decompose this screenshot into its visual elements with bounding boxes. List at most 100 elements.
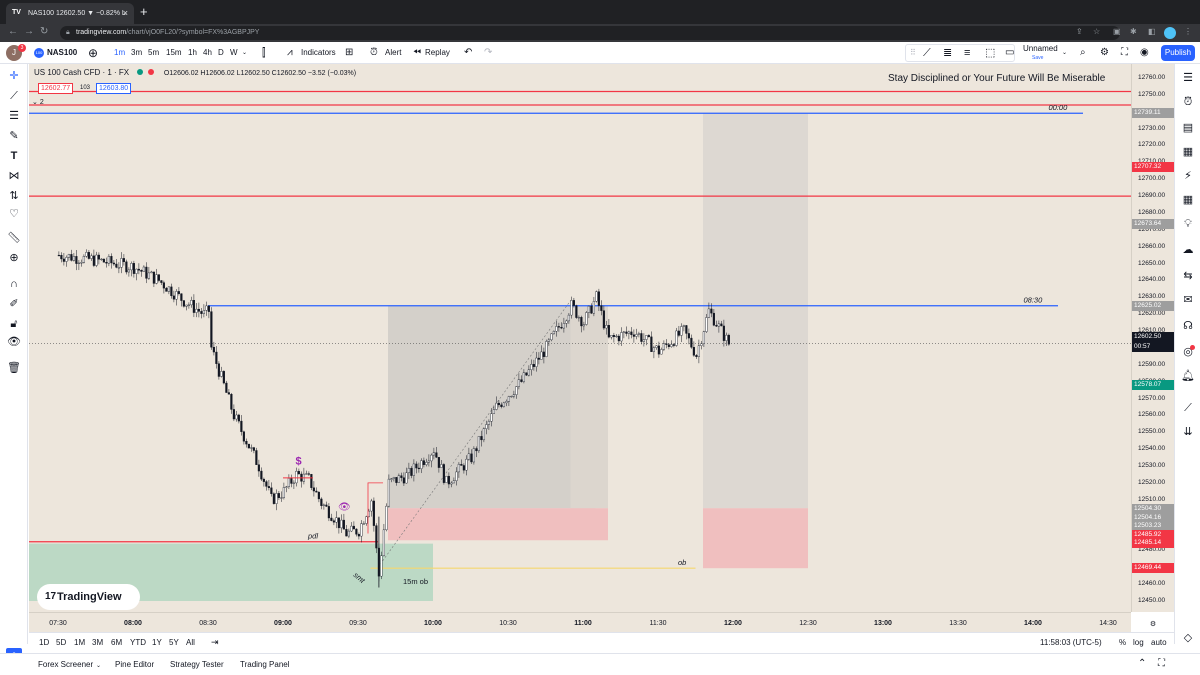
collapse-panel-icon[interactable]: ⌃: [1138, 658, 1147, 669]
dom-icon[interactable]: ⇊: [1183, 426, 1193, 438]
stay-in-drawing-mode-icon[interactable]: ✐: [9, 298, 19, 310]
settings-gear-icon[interactable]: ⚙: [1100, 47, 1109, 58]
price-axis-label[interactable]: 12673.64: [1132, 218, 1175, 229]
compare-add-icon[interactable]: ⊕: [88, 46, 99, 60]
data-window-icon[interactable]: ▤: [1182, 122, 1194, 134]
tab-strategy-tester[interactable]: Strategy Tester: [170, 660, 224, 669]
tab-forex-screener[interactable]: Forex Screener: [38, 660, 94, 669]
pattern-icon[interactable]: ⋈: [8, 170, 20, 182]
redo-icon[interactable]: ↷: [484, 47, 493, 58]
tab-pine-editor[interactable]: Pine Editor: [115, 660, 155, 669]
interval-3m[interactable]: 3m: [131, 48, 143, 57]
range-all[interactable]: All: [186, 638, 195, 647]
alert-button[interactable]: Alert: [385, 48, 402, 57]
price-axis-label[interactable]: 12625.02: [1132, 300, 1175, 311]
streams-icon[interactable]: ⇆: [1183, 270, 1193, 282]
lock-drawings-icon[interactable]: 🔓︎: [10, 318, 18, 330]
extension-icon[interactable]: ▣: [1113, 27, 1121, 36]
time-axis[interactable]: 07:30 08:00 08:30 09:00 09:30 10:00 10:30 11:00…: [29, 612, 1156, 632]
layout-save-status[interactable]: Save: [1032, 55, 1044, 61]
layout-dropdown-icon[interactable]: ⌄: [1062, 50, 1068, 56]
maximize-panel-icon[interactable]: ⛶: [1158, 658, 1165, 669]
camera-icon[interactable]: ◉: [1140, 47, 1149, 58]
browser-tab[interactable]: TV NAS100 12602.50 ▼ −0.82% L ×: [6, 3, 134, 24]
price-axis-label[interactable]: 12504.30: [1132, 504, 1175, 515]
back-icon[interactable]: ←: [8, 26, 18, 37]
interval-1m[interactable]: 1m: [114, 48, 126, 57]
replay-button[interactable]: Replay: [425, 48, 450, 57]
profile-avatar[interactable]: [1164, 27, 1176, 39]
interval-w[interactable]: W: [230, 48, 238, 57]
auto-toggle[interactable]: auto: [1151, 638, 1167, 647]
news-icon[interactable]: ▦: [1182, 146, 1194, 158]
candle-type-icon[interactable]: ⫿: [262, 47, 266, 59]
rectangle-favorite-icon[interactable]: ⬚: [985, 47, 996, 59]
price-axis-label[interactable]: 12503.23: [1132, 521, 1175, 532]
interval-dropdown-icon[interactable]: ⌄: [242, 50, 248, 56]
live-broadcast-icon[interactable]: ◎: [1183, 346, 1193, 358]
symbol-title[interactable]: US 100 Cash CFD · 1 · FX: [34, 68, 130, 77]
replay-icon[interactable]: ⏪︎: [413, 47, 421, 58]
interval-4h[interactable]: 4h: [203, 48, 212, 57]
log-toggle[interactable]: log: [1133, 638, 1144, 647]
calendar-icon[interactable]: ▦: [1182, 194, 1194, 206]
range-5y[interactable]: 5Y: [169, 638, 179, 647]
price-axis[interactable]: 12760.0012750.0012740.0012730.0012720.00…: [1131, 64, 1175, 612]
goto-date-icon[interactable]: ⇥: [211, 637, 219, 647]
range-1d[interactable]: 1D: [39, 638, 50, 647]
price-axis-label[interactable]: 12578.07: [1132, 379, 1175, 390]
ideas-bulb-icon[interactable]: 💡︎: [1184, 218, 1192, 230]
share-icon[interactable]: ⇪: [1076, 27, 1083, 36]
magnet-icon[interactable]: ∩: [10, 278, 18, 290]
trash-icon[interactable]: 🗑︎: [7, 362, 21, 374]
indicators-button[interactable]: Indicators: [301, 48, 336, 57]
price-axis-label[interactable]: 12739.11: [1132, 108, 1175, 119]
parallel-channel-favorite-icon[interactable]: ≣: [943, 47, 953, 59]
help-headset-icon[interactable]: ☊: [1183, 320, 1193, 332]
fib-retracement-icon[interactable]: ☰: [9, 110, 19, 122]
trendline-icon[interactable]: ⟋: [10, 90, 18, 102]
bookmark-star-icon[interactable]: ☆: [1093, 27, 1101, 36]
price-axis-label[interactable]: 00:57: [1132, 342, 1175, 353]
watchlist-icon[interactable]: ☰: [1183, 72, 1193, 84]
price-axis-label[interactable]: 12504.16: [1132, 512, 1175, 523]
price-axis-label[interactable]: 12707.32: [1132, 161, 1175, 172]
range-1y[interactable]: 1Y: [152, 638, 162, 647]
range-5d[interactable]: 5D: [56, 638, 67, 647]
brush-icon[interactable]: ✎: [9, 130, 19, 142]
timezone-clock[interactable]: 11:58:03 (UTC-5): [1040, 638, 1102, 647]
chart-canvas[interactable]: $ 👁︎ 00:00 08:30 pdl ob 15m ob smt: [29, 64, 1131, 612]
reload-icon[interactable]: ↻: [40, 26, 49, 37]
messages-icon[interactable]: ✉︎: [1183, 294, 1193, 306]
search-icon[interactable]: ⌕: [1080, 47, 1086, 58]
price-axis-label[interactable]: 12485.14: [1132, 538, 1175, 549]
range-6m[interactable]: 6M: [111, 638, 123, 647]
favorites-heart-icon[interactable]: ♡: [9, 208, 19, 220]
price-axis-label[interactable]: 12602.50: [1132, 331, 1175, 342]
fullscreen-icon[interactable]: ⛶: [1121, 47, 1128, 58]
templates-icon[interactable]: ⊞: [345, 47, 354, 58]
interval-1h[interactable]: 1h: [188, 48, 197, 57]
percent-toggle[interactable]: %: [1119, 638, 1127, 647]
range-1m[interactable]: 1M: [74, 638, 86, 647]
sidebar-icon[interactable]: ◧: [1148, 27, 1156, 36]
ruler-icon[interactable]: 📏︎: [7, 232, 21, 244]
publish-button[interactable]: Publish: [1161, 45, 1195, 61]
browser-menu-icon[interactable]: ⋮: [1184, 27, 1192, 36]
url-input[interactable]: 🔒︎ tradingview.com/chart/vjO0FL20/?symbo…: [60, 26, 1120, 40]
alert-icon[interactable]: ⏰︎: [370, 47, 378, 58]
interval-d[interactable]: D: [218, 48, 224, 57]
new-tab-icon[interactable]: +: [140, 4, 148, 19]
range-ytd[interactable]: YTD: [130, 638, 146, 647]
price-axis-label[interactable]: 12485.92: [1132, 529, 1175, 540]
text-tool-icon[interactable]: T: [10, 150, 18, 162]
fib-favorite-icon[interactable]: ≡: [964, 47, 971, 59]
layout-icon[interactable]: ▭: [1005, 47, 1015, 58]
screener-dropdown-icon[interactable]: ⌄: [96, 663, 102, 669]
indicators-icon[interactable]: ⩘: [287, 47, 293, 58]
zoom-in-icon[interactable]: ⊕: [9, 252, 19, 264]
notifications-bell-icon[interactable]: 🔔︎: [1181, 370, 1195, 382]
tab-trading-panel[interactable]: Trading Panel: [240, 660, 290, 669]
chats-icon[interactable]: ☁︎: [1182, 244, 1194, 256]
hide-drawings-eye-icon[interactable]: 👁︎: [7, 336, 21, 348]
